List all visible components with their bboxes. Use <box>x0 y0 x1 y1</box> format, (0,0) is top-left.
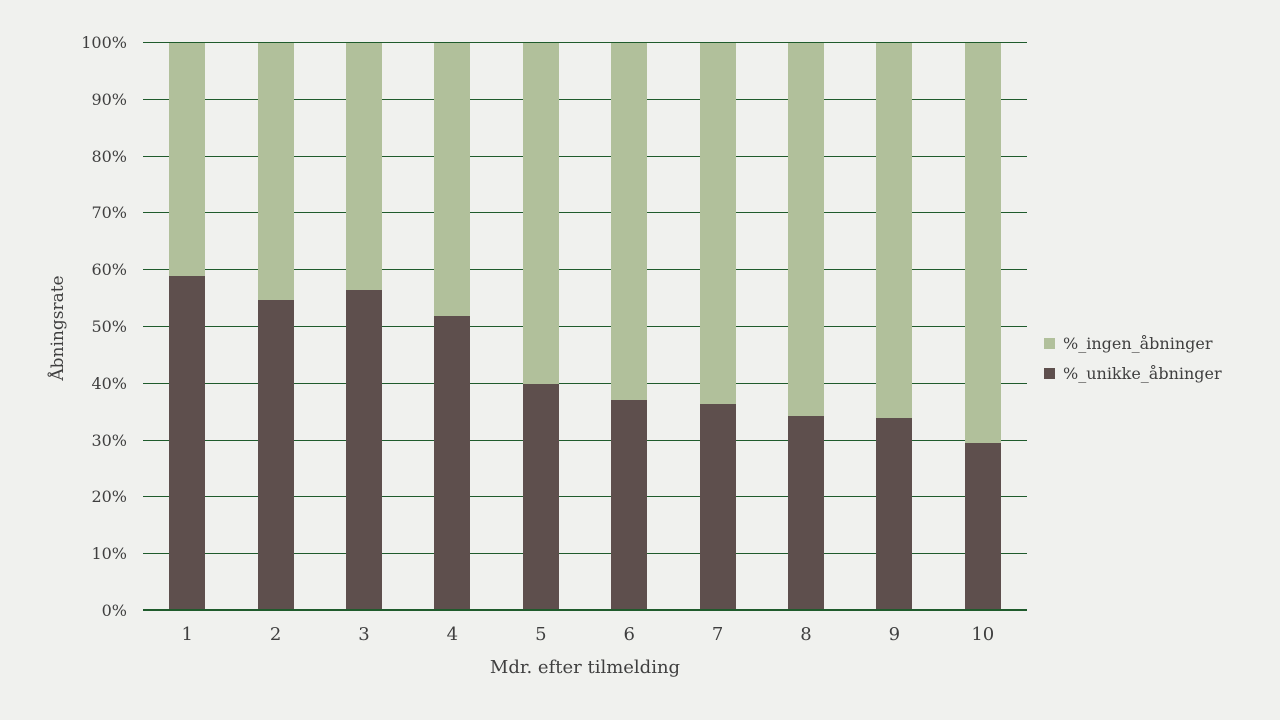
legend-entry-1: %_unikke_åbninger <box>1044 358 1222 388</box>
y-tick-label-80: 80% <box>91 146 127 166</box>
y-tick-label-40: 40% <box>91 373 127 393</box>
x-tick-label-1: 1 <box>181 624 193 645</box>
gridline-70 <box>143 212 1027 214</box>
bar-unikke-abninger-month-10 <box>964 442 1001 611</box>
bar-unikke-abninger-month-4 <box>434 316 471 611</box>
y-tick-label-0: 0% <box>101 601 127 620</box>
y-tick-label-50: 50% <box>91 317 127 336</box>
bar-ingen-abninger-month-10 <box>964 43 1001 443</box>
x-tick-label-2: 2 <box>269 624 282 645</box>
gridline-10 <box>143 553 1027 555</box>
bar-ingen-abninger-month-4 <box>434 43 471 317</box>
x-tick-label-8: 8 <box>800 624 812 645</box>
bar-unikke-abninger-month-1 <box>169 275 206 611</box>
x-tick-label-7: 7 <box>711 624 724 645</box>
bar-unikke-abninger-month-5 <box>522 384 559 611</box>
gridline-90 <box>143 98 1027 100</box>
bar-unikke-abninger-month-8 <box>788 416 824 611</box>
bar-ingen-abninger-month-7 <box>699 43 736 405</box>
y-tick-label-100: 100% <box>81 33 127 52</box>
gridline-50 <box>143 326 1027 327</box>
bar-ingen-abninger-month-3 <box>346 43 382 291</box>
legend-marker-icon-0 <box>1044 337 1055 349</box>
gridline-80 <box>143 155 1027 157</box>
bar-unikke-abninger-month-7 <box>699 404 736 611</box>
bar-ingen-abninger-month-6 <box>611 43 648 400</box>
legend-label-1: %_unikke_åbninger <box>1063 363 1222 383</box>
plot-area <box>143 42 1027 611</box>
x-tick-label-3: 3 <box>358 624 370 645</box>
legend: %_ingen_åbninger %_unikke_åbninger <box>1044 328 1222 388</box>
y-tick-label-70: 70% <box>91 203 127 223</box>
y-tick-label-90: 90% <box>91 89 127 109</box>
bar-ingen-abninger-month-5 <box>522 43 559 385</box>
y-tick-label-60: 60% <box>91 260 127 280</box>
bar-unikke-abninger-month-9 <box>876 418 913 611</box>
gridline-100 <box>143 42 1027 43</box>
y-tick-label-20: 20% <box>91 487 127 507</box>
y-tick-label-30: 30% <box>91 430 127 450</box>
gridline-40 <box>143 382 1027 384</box>
legend-label-0: %_ingen_åbninger <box>1063 333 1213 353</box>
y-tick-label-10: 10% <box>91 544 127 564</box>
bar-ingen-abninger-month-9 <box>876 43 913 419</box>
x-tick-label-6: 6 <box>623 624 635 645</box>
legend-entry-0: %_ingen_åbninger <box>1044 328 1222 358</box>
x-tick-label-10: 10 <box>971 624 995 645</box>
bar-unikke-abninger-month-2 <box>257 299 294 611</box>
x-axis-line <box>143 609 1027 611</box>
gridline-20 <box>143 496 1027 498</box>
gridline-60 <box>143 269 1027 271</box>
gridline-30 <box>143 439 1027 441</box>
x-tick-label-5: 5 <box>535 624 547 645</box>
x-axis-title: Mdr. efter tilmelding <box>489 657 681 678</box>
bar-ingen-abninger-month-1 <box>169 43 206 276</box>
bar-ingen-abninger-month-2 <box>257 43 294 300</box>
x-tick-label-4: 4 <box>446 624 459 645</box>
x-tick-label-9: 9 <box>888 624 901 645</box>
legend-marker-icon-1 <box>1044 367 1055 379</box>
bar-unikke-abninger-month-6 <box>611 399 648 611</box>
bar-unikke-abninger-month-3 <box>346 290 382 611</box>
bar-ingen-abninger-month-8 <box>788 43 824 417</box>
